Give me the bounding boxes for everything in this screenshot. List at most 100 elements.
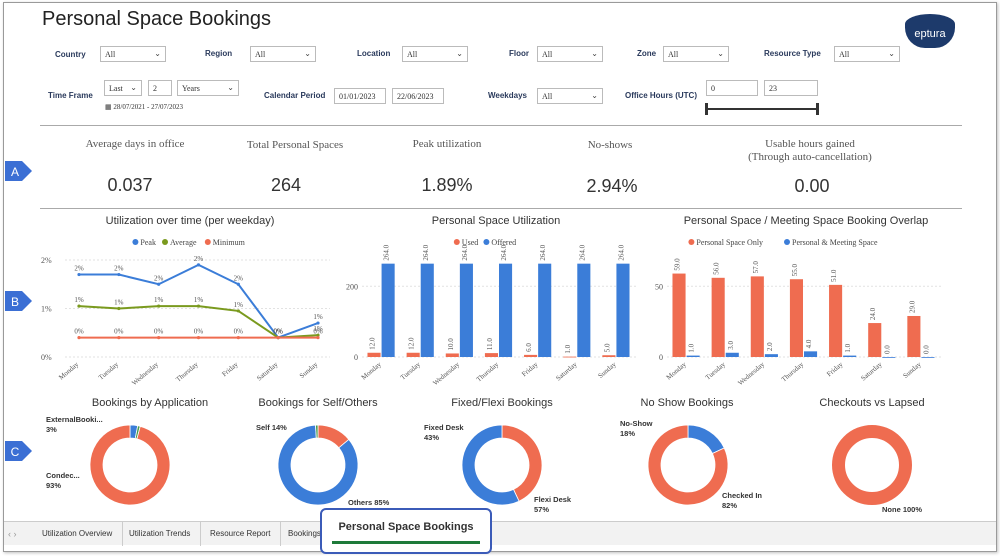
floor-value: All [542, 50, 553, 59]
bar-personal-meeting-space [725, 352, 739, 357]
data-label: 264.0 [539, 244, 547, 260]
data-point [157, 304, 161, 308]
legend-label-used: Used [462, 238, 478, 247]
y-tick-label: 0% [41, 353, 52, 362]
tab-personal-space-bookings-label: Personal Space Bookings [332, 514, 480, 544]
country-select[interactable]: All ⌄ [100, 46, 166, 62]
tab-resource-report[interactable]: Resource Report [200, 522, 282, 546]
time-frame-label: Time Frame [48, 91, 93, 100]
data-point [196, 336, 201, 340]
legend-label-personal-meeting-space: Personal & Meeting Space [792, 238, 878, 247]
time-frame-range-text: 28/07/2021 - 27/07/2023 [113, 103, 183, 111]
slice-label: Fixed Desk 43% [424, 423, 464, 442]
slice-label-name: Condec... [46, 471, 80, 480]
floor-select[interactable]: All ⌄ [537, 46, 603, 62]
time-frame-unit-select[interactable]: Years ⌄ [177, 80, 239, 96]
data-label: 1% [313, 313, 323, 321]
tab-personal-space-bookings[interactable]: Personal Space Bookings [320, 508, 492, 554]
bar-offered [459, 263, 473, 357]
kpi-total-spaces-title: Total Personal Spaces [246, 139, 344, 151]
bar-used [367, 352, 381, 357]
x-tick-label: Wednesday [736, 360, 766, 385]
slice-label-name: Fixed Desk [424, 423, 464, 432]
x-tick-label: Monday [360, 360, 383, 381]
data-label: 12.0 [369, 337, 377, 350]
y-tick-label: 1% [41, 305, 52, 314]
marker-c-label: C [11, 445, 20, 459]
time-frame-mode-value: Last [109, 84, 123, 93]
x-tick-label: Friday [220, 360, 240, 378]
location-select[interactable]: All ⌄ [402, 46, 468, 62]
calendar-period-end-input[interactable]: 22/06/2023 [392, 88, 444, 104]
self-others-donut: Self 14% Others 85% [256, 423, 390, 507]
slice-label-pct: 82% [722, 501, 737, 510]
bar-offered [577, 263, 591, 357]
slice-label-name: Flexi Desk [534, 495, 572, 504]
chevron-down-icon: ⌄ [154, 49, 161, 58]
time-frame-mode-select[interactable]: Last ⌄ [104, 80, 142, 96]
x-tick-label: Thursday [174, 360, 200, 383]
slice-label: Condec... 93% [46, 471, 80, 490]
weekdays-value: All [542, 92, 553, 101]
resource-type-label: Resource Type [764, 49, 821, 58]
data-label: 0% [273, 328, 283, 336]
data-label: 1% [194, 296, 204, 304]
data-point [276, 336, 280, 340]
data-label: 2% [234, 274, 244, 282]
resource-type-select[interactable]: All ⌄ [834, 46, 900, 62]
office-hours-end-input[interactable]: 23 [764, 80, 818, 96]
data-point [236, 309, 240, 313]
zone-select[interactable]: All ⌄ [663, 46, 729, 62]
region-value: All [255, 50, 266, 59]
slice-label: Others 85% [348, 498, 390, 507]
zone-label: Zone [637, 49, 657, 58]
x-tick-label: Thursday [780, 360, 806, 383]
bar-used [484, 353, 498, 357]
time-frame-count-input[interactable]: 2 [148, 80, 172, 96]
bar-personal-space-only [789, 279, 803, 357]
zone-value: All [668, 50, 679, 59]
office-hours-slider-handle-start[interactable] [705, 103, 708, 115]
data-label: 264.0 [383, 244, 391, 260]
weekdays-select[interactable]: All ⌄ [537, 88, 603, 104]
data-label: 0.0 [883, 345, 891, 354]
data-point [117, 306, 121, 311]
tab-utilization-overview[interactable]: Utilization Overview [32, 522, 124, 546]
data-label: 264.0 [578, 244, 586, 260]
x-tick-label: Tuesday [704, 360, 728, 382]
tab-utilization-trends[interactable]: Utilization Trends [119, 522, 202, 546]
calendar-period-start-input[interactable]: 01/01/2023 [334, 88, 386, 104]
bar-used [445, 353, 459, 357]
x-tick-label: Saturday [554, 360, 579, 382]
floor-label: Floor [509, 49, 529, 58]
fixed-flexi-chart-title: Fixed/Flexi Bookings [451, 397, 553, 409]
legend-marker-personal-meeting-space [784, 239, 790, 245]
office-hours-start-input[interactable]: 0 [706, 80, 758, 96]
slice-label-name: ExternalBooki... [46, 415, 103, 424]
office-hours-slider[interactable] [707, 108, 819, 110]
donut-slice [647, 424, 729, 506]
data-label: 29.0 [908, 300, 916, 313]
data-point [77, 304, 81, 308]
marker-b-label: B [11, 295, 19, 309]
office-hours-slider-handle-end[interactable] [816, 103, 819, 115]
legend-marker-personal-space-only [688, 239, 695, 245]
legend-label-personal-space-only: Personal Space Only [696, 238, 763, 247]
donut-slice [89, 424, 171, 506]
region-select[interactable]: All ⌄ [250, 46, 316, 62]
x-tick-label: Saturday [859, 360, 884, 382]
divider [40, 125, 962, 126]
x-tick-label: Monday [665, 360, 688, 381]
data-label: 0% [313, 328, 323, 336]
donut-slice [277, 424, 359, 506]
legend-label-offered: Offered [491, 238, 516, 247]
data-label: 1.0 [688, 343, 696, 352]
weekdays-label: Weekdays [488, 91, 527, 100]
data-point [77, 272, 81, 277]
tab-scroll-arrows-icon[interactable]: ‹ › [8, 529, 17, 539]
slice-label: Flexi Desk 57% [534, 495, 572, 514]
data-label: 0% [114, 328, 124, 336]
chevron-down-icon: ⌄ [456, 49, 463, 58]
marker-a-label: A [11, 165, 19, 179]
